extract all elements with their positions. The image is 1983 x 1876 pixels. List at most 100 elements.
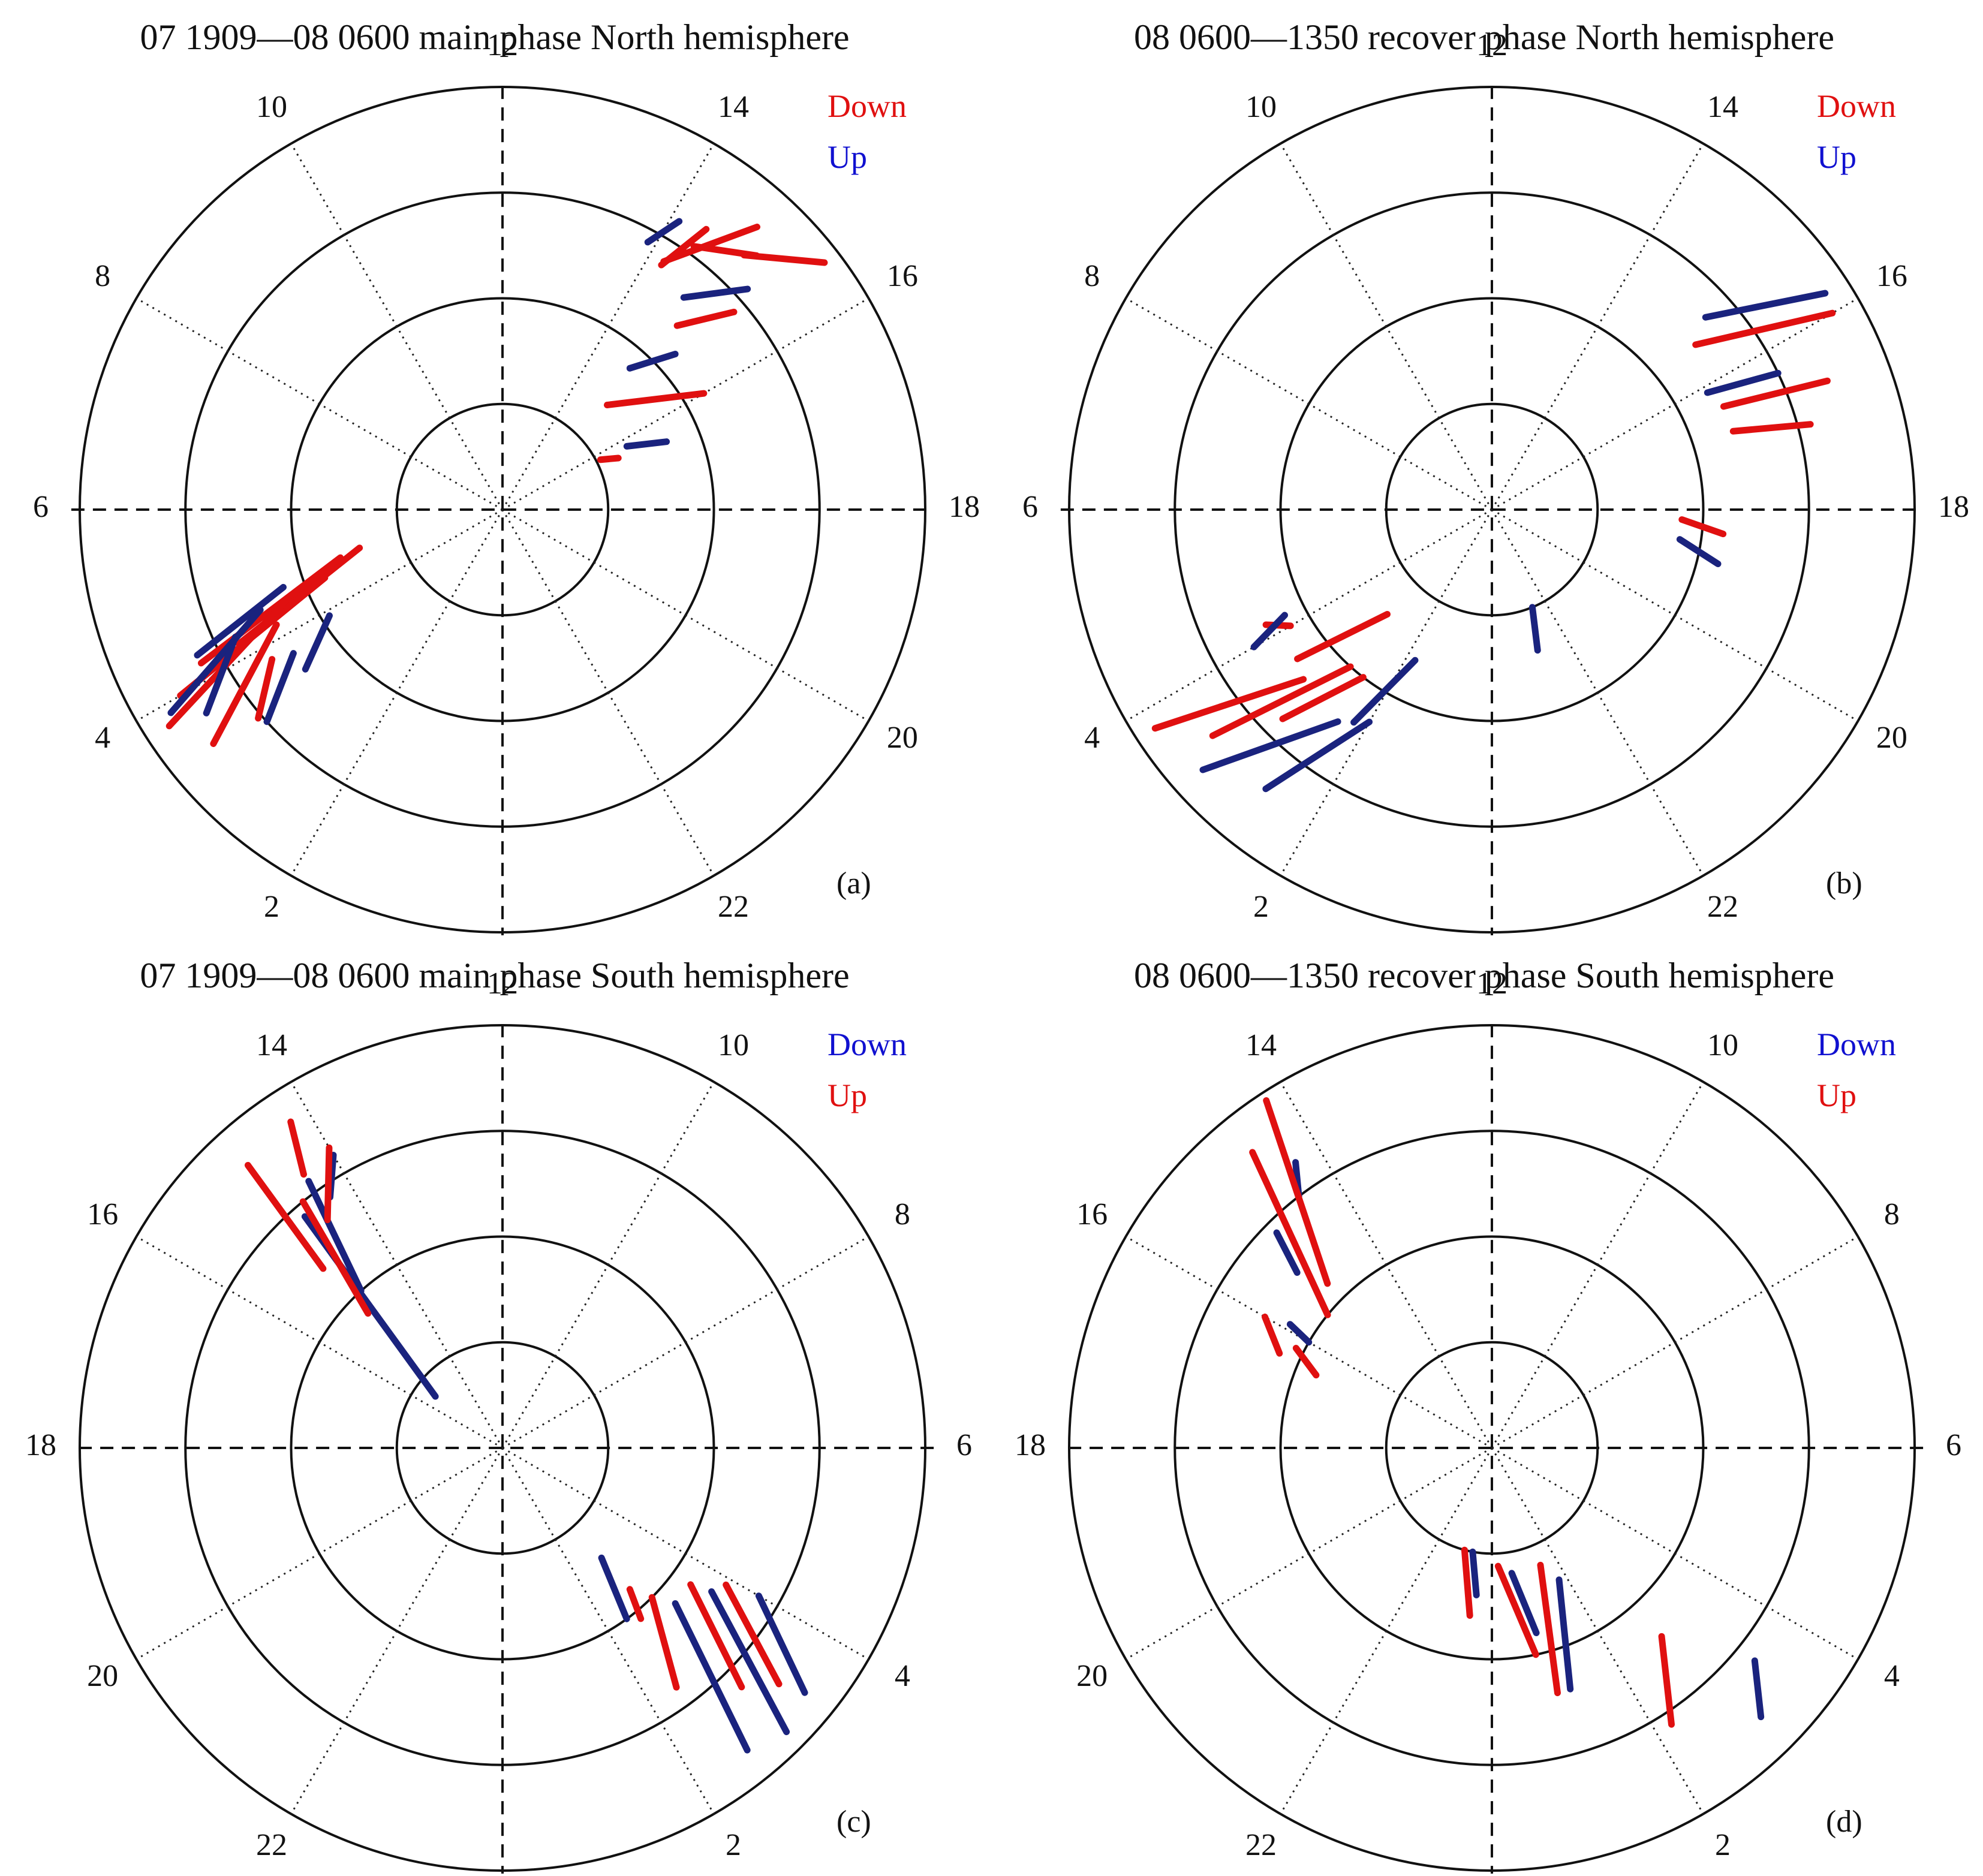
data-segment-down-6: [1469, 1548, 1480, 1598]
hour-label-6: 6: [956, 1428, 972, 1462]
data-segment-down-8: [197, 554, 344, 667]
hour-spoke: [290, 509, 504, 877]
hour-spoke: [136, 297, 503, 511]
data-segment-up-8: [203, 633, 239, 716]
hour-label-16: 16: [87, 1197, 118, 1231]
data-segment-down-3: [1678, 516, 1727, 538]
data-segment-down-2: [1729, 421, 1814, 435]
data-segment-up-0: [1263, 1097, 1331, 1287]
data-segment-down-3: [755, 1592, 808, 1696]
data-segment-up-6: [1494, 1562, 1539, 1658]
chart-title: 08 0600—1350 recover phase North hemisph…: [1133, 17, 1834, 57]
hour-spoke: [1491, 143, 1704, 510]
data-segment-down-2: [658, 225, 710, 269]
data-segment-down-5: [1209, 663, 1354, 739]
data-segment-up-4: [194, 583, 287, 659]
legend-down: Down: [827, 88, 907, 124]
hour-spoke: [502, 508, 869, 722]
polar-plot: 0246810121416182022DownUp(c): [25, 966, 972, 1874]
hour-spoke: [1491, 1447, 1859, 1660]
panel-label: (a): [836, 866, 871, 901]
hour-label-10: 10: [1707, 1028, 1738, 1062]
hour-label-4: 4: [1084, 721, 1100, 755]
data-segment-up-7: [263, 650, 297, 725]
hour-spoke: [501, 1081, 715, 1449]
panel-c: 07 1909—08 0600 main phase South hemisph…: [0, 938, 989, 1874]
hour-label-8: 8: [895, 1197, 910, 1231]
hour-label-8: 8: [95, 259, 110, 293]
hour-spoke: [502, 1236, 869, 1449]
data-segment-up-3: [1292, 1345, 1320, 1379]
hour-label-22: 22: [1245, 1828, 1277, 1862]
hour-label-22: 22: [718, 890, 749, 924]
data-segment-up-0: [680, 285, 751, 301]
hour-spoke: [290, 1081, 504, 1449]
data-segment-down-12: [255, 656, 276, 722]
panel-b: 08 0600—1350 recover phase North hemisph…: [989, 0, 1979, 935]
legend-up: Up: [827, 1077, 867, 1113]
hour-label-20: 20: [1076, 1659, 1108, 1693]
hour-spoke: [136, 1447, 503, 1660]
data-segment-up-2: [626, 351, 679, 372]
data-segment-up-7: [1461, 1546, 1473, 1619]
hour-spoke: [1125, 297, 1492, 511]
data-segment-down-7: [1279, 674, 1367, 722]
legend-down: Down: [827, 1026, 907, 1062]
data-segment-down-6: [598, 1554, 630, 1622]
data-segment-up-5: [1537, 1561, 1561, 1697]
data-segment-up-7: [626, 1586, 645, 1622]
polar-plot: 0246810121416182022DownUp(b): [1022, 28, 1969, 935]
hour-label-10: 10: [256, 90, 287, 124]
data-segment-up-7: [1528, 604, 1541, 654]
data-segment-up-4: [1658, 1633, 1675, 1728]
data-segment-down-4: [1294, 610, 1391, 663]
hour-spoke: [501, 509, 715, 877]
data-segment-up-5: [687, 1581, 745, 1691]
hour-label-8: 8: [1084, 259, 1100, 293]
data-segment-up-3: [1350, 657, 1419, 726]
legend-down: Down: [1817, 88, 1896, 124]
hour-label-4: 4: [1884, 1659, 1900, 1693]
hour-label-6: 6: [1946, 1428, 1961, 1462]
hour-spoke: [1491, 1081, 1704, 1449]
hour-spoke: [502, 1447, 869, 1660]
hour-spoke: [1280, 1081, 1493, 1449]
hour-label-6: 6: [33, 490, 49, 524]
polar-plot: 0246810121416182022DownUp(d): [1015, 966, 1961, 1874]
hour-label-14: 14: [256, 1028, 287, 1062]
legend-down: Down: [1817, 1026, 1896, 1062]
hour-spoke: [136, 508, 503, 722]
hour-label-2: 2: [264, 890, 279, 924]
panel-label: (d): [1826, 1805, 1862, 1839]
data-segment-down-11: [210, 621, 280, 747]
hour-label-14: 14: [1707, 90, 1738, 124]
hour-label-20: 20: [1876, 721, 1907, 755]
hour-spoke: [1491, 1236, 1859, 1449]
data-segment-down-4: [1555, 1576, 1574, 1693]
hour-spoke: [1280, 1447, 1493, 1815]
data-segment-down-1: [305, 1178, 365, 1294]
hour-spoke: [502, 297, 869, 511]
data-segment-up-3: [287, 1118, 307, 1178]
hour-spoke: [1491, 297, 1859, 511]
hour-spoke: [501, 1447, 715, 1815]
hour-label-16: 16: [887, 259, 918, 293]
hour-label-12: 12: [1476, 966, 1507, 1001]
hour-label-16: 16: [1076, 1197, 1108, 1231]
data-segment-up-1: [1704, 369, 1782, 396]
data-segment-up-1: [1249, 1149, 1331, 1318]
hour-label-22: 22: [256, 1828, 287, 1862]
hour-label-20: 20: [887, 721, 918, 755]
hour-label-18: 18: [1015, 1428, 1046, 1462]
hour-spoke: [501, 143, 715, 510]
hour-label-10: 10: [1245, 90, 1277, 124]
data-segment-up-4: [723, 1581, 783, 1688]
hour-label-14: 14: [718, 90, 749, 124]
panel-d: 08 0600—1350 recover phase South hemisph…: [989, 938, 1979, 1874]
data-segment-down-5: [672, 1600, 751, 1754]
hour-label-2: 2: [726, 1828, 741, 1862]
data-segment-up-6: [302, 612, 333, 673]
panel-label: (c): [836, 1805, 871, 1839]
data-segment-up-5: [167, 606, 264, 716]
data-segment-up-3: [623, 438, 670, 450]
